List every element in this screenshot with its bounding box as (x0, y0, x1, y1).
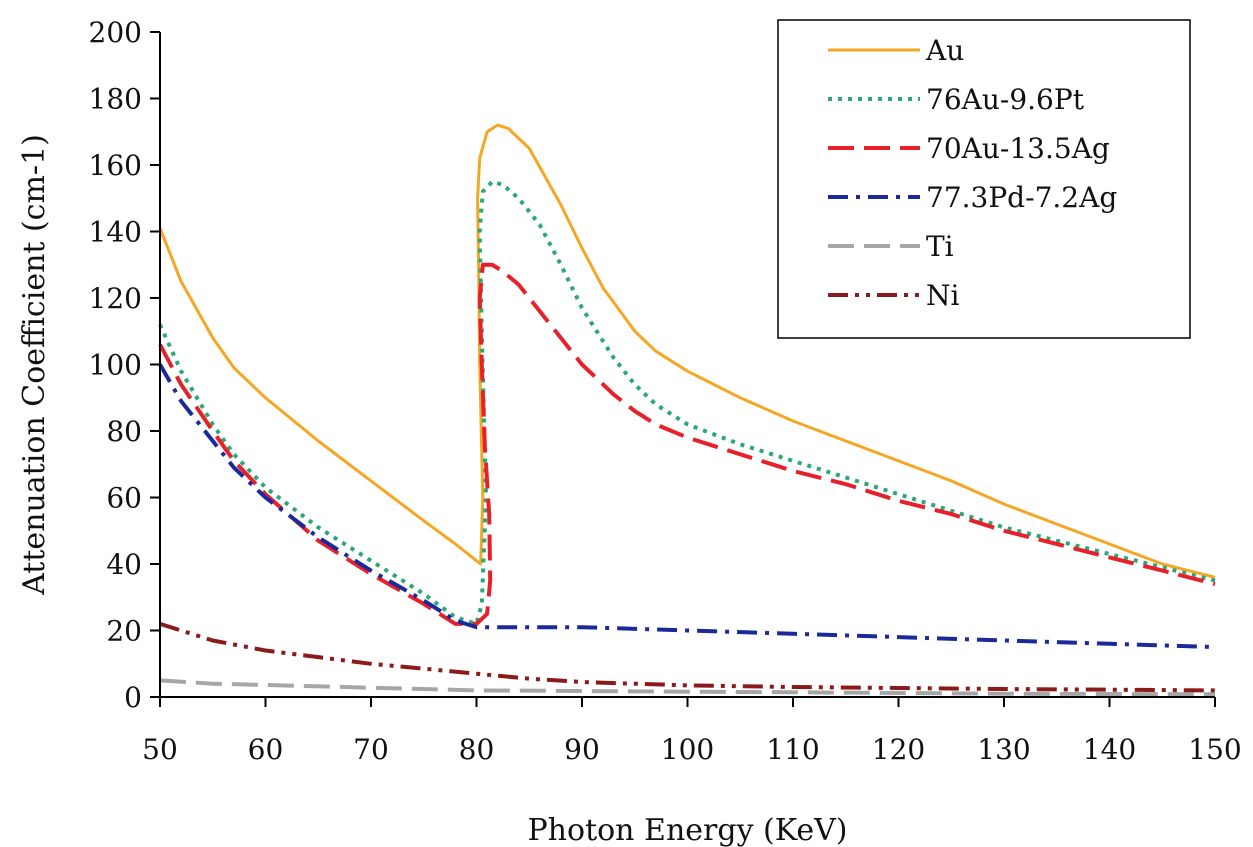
y-tick-label-5: 100 (89, 349, 142, 382)
series-line-1 (158, 179, 1216, 626)
x-tick-label-4: 90 (564, 733, 600, 766)
series-line-3 (158, 363, 1216, 650)
legend-box (777, 19, 1191, 339)
x-tick-label-0: 50 (142, 733, 178, 766)
x-tick-label-3: 80 (459, 733, 495, 766)
x-tick-label-7: 120 (872, 733, 925, 766)
legend-label-4: Ti (926, 230, 954, 263)
y-tick-label-8: 160 (89, 149, 142, 182)
legend-label-0: Au (925, 34, 964, 67)
y-tick-label-4: 80 (106, 415, 142, 448)
x-tick-label-9: 140 (1083, 733, 1136, 766)
y-tick-label-9: 180 (89, 83, 142, 116)
y-tick-label-0: 0 (124, 681, 142, 714)
x-tick-label-10: 150 (1188, 733, 1241, 766)
x-tick-label-1: 60 (248, 733, 284, 766)
legend-label-5: Ni (926, 279, 960, 312)
axes (150, 31, 1216, 707)
x-tick-label-2: 70 (353, 733, 389, 766)
y-tick-label-1: 20 (106, 615, 142, 648)
series-layer (158, 123, 1216, 697)
y-tick-label-6: 120 (89, 282, 142, 315)
series-line-0 (158, 123, 1216, 579)
x-tick-label-6: 110 (766, 733, 819, 766)
y-tick-label-2: 40 (106, 548, 142, 581)
legend-label-2: 70Au-13.5Ag (926, 132, 1110, 165)
x-axis-title: Photon Energy (KeV) (528, 813, 848, 847)
y-tick-label-7: 140 (89, 216, 142, 249)
y-axis-title: Attenuation Coefficient (cm-1) (17, 134, 52, 596)
legend-label-1: 76Au-9.6Pt (926, 83, 1085, 116)
legend: Au 76Au-9.6Pt 70Au-13.5Ag 77.3Pd-7.2Ag Ti Ni (777, 19, 1191, 339)
tick-labels: 0 20 40 60 80 100 120 140 160 180 200 50 60 70 80 90 100… (89, 16, 1242, 766)
legend-label-3: 77.3Pd-7.2Ag (926, 181, 1117, 214)
x-tick-label-8: 130 (977, 733, 1030, 766)
series-line-5 (159, 621, 1216, 693)
series-line-4 (159, 678, 1216, 697)
y-tick-label-3: 60 (106, 482, 142, 515)
x-tick-label-5: 100 (661, 733, 714, 766)
y-tick-label-10: 200 (89, 16, 142, 49)
